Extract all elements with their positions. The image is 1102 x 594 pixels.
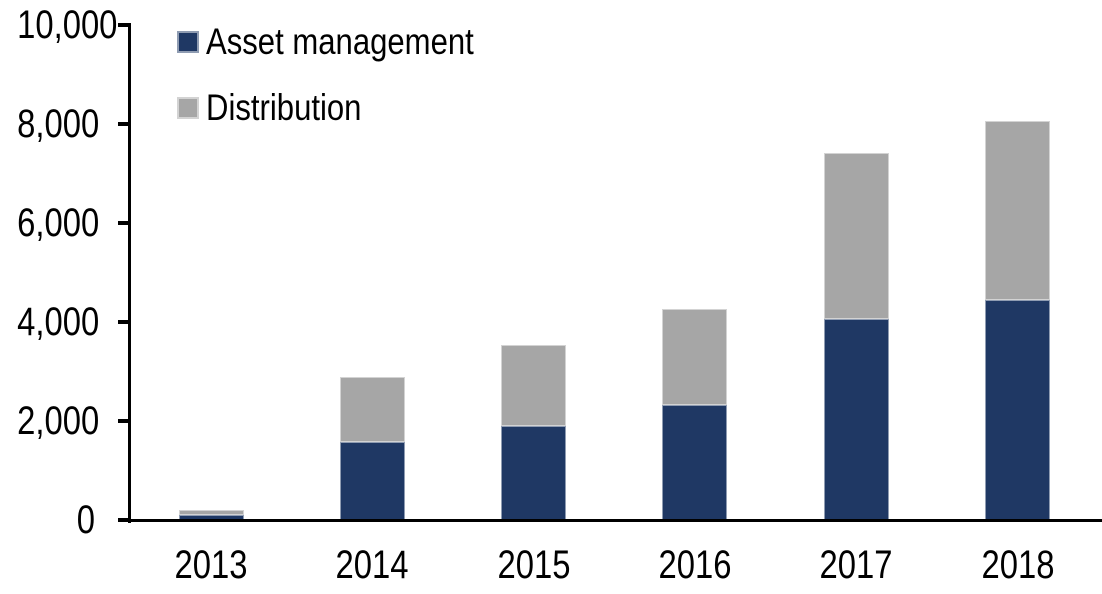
y-axis-label: 10,000 <box>17 3 118 47</box>
x-axis-label-2018: 2018 <box>981 543 1054 587</box>
y-axis-tick <box>118 122 132 126</box>
legend-label-asset-management: Asset management <box>205 21 474 62</box>
x-axis-label-2017: 2017 <box>819 543 893 587</box>
y-axis-tick <box>118 518 132 522</box>
bar-2017-asset-management <box>823 318 889 520</box>
legend-swatch-distribution-icon <box>177 97 199 119</box>
bar-2018-distribution <box>985 121 1050 301</box>
y-axis-tick <box>118 221 132 225</box>
bar-2015-distribution <box>501 345 567 426</box>
bar-2018-asset-management <box>985 300 1050 520</box>
y-axis-tick <box>118 419 132 423</box>
legend-item-distribution: Distribution <box>177 88 391 128</box>
bar-2016-distribution <box>662 308 728 406</box>
legend-label-distribution: Distribution <box>205 87 361 128</box>
y-axis-label: 8,000 <box>17 102 100 146</box>
x-axis-label-2015: 2015 <box>497 543 571 587</box>
bar-2017-distribution <box>823 152 889 319</box>
y-axis-label: 6,000 <box>17 201 100 245</box>
x-axis-label-2014: 2014 <box>335 543 409 587</box>
x-axis-label-2013: 2013 <box>174 543 248 587</box>
bar-2014-asset-management <box>339 442 405 520</box>
bar-2014-distribution <box>339 377 405 443</box>
bar-2016-asset-management <box>662 405 728 520</box>
legend-item-asset-management: Asset management <box>177 22 524 62</box>
bar-2013-distribution <box>178 510 244 516</box>
y-axis-label: 0 <box>76 498 95 542</box>
y-axis-tick <box>118 320 132 324</box>
x-axis-label-2016: 2016 <box>658 543 732 587</box>
y-axis-line <box>128 23 132 523</box>
bar-2015-asset-management <box>501 425 567 520</box>
x-axis-line <box>118 519 1102 523</box>
y-axis-label: 2,000 <box>17 399 100 443</box>
legend-swatch-asset-management-icon <box>177 31 199 53</box>
y-axis-label: 4,000 <box>17 300 100 344</box>
y-axis-tick <box>118 23 132 27</box>
